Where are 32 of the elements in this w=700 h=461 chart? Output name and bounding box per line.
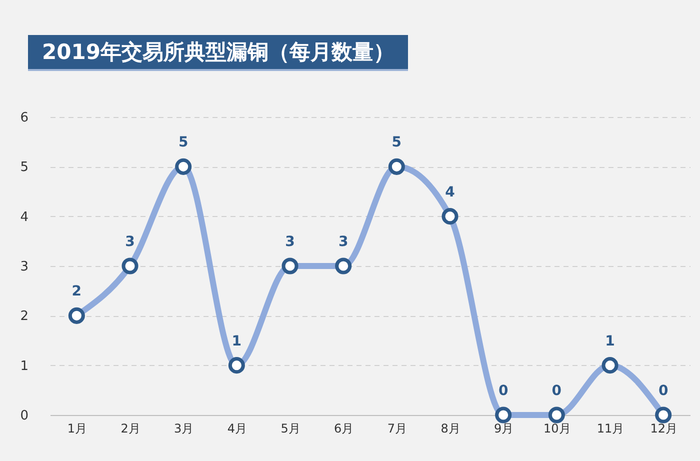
data-label: 0 [658,383,668,399]
x-tick-label: 6月 [334,422,354,436]
y-tick-label: 5 [20,160,28,176]
data-label: 1 [605,333,615,350]
data-label: 3 [125,234,135,250]
x-tick-label: 3月 [174,422,194,436]
y-tick-label: 0 [20,408,28,424]
x-tick-label: 10月 [544,422,571,436]
y-tick-label: 6 [20,110,28,126]
data-label: 0 [552,383,562,399]
y-tick-label: 1 [20,358,28,374]
data-label: 0 [498,383,508,399]
data-label: 4 [445,184,456,200]
x-tick-label: 1月 [67,422,87,436]
x-tick-label: 12月 [650,422,678,436]
x-tick-label: 7月 [387,422,407,436]
data-label: 3 [338,234,348,250]
data-label: 1 [232,333,242,350]
x-tick-label: 9月 [494,422,514,436]
x-tick-label: 5月 [280,422,300,436]
data-label: 3 [285,234,295,250]
y-tick-label: 2 [20,309,28,324]
data-label: 5 [178,134,188,151]
x-tick-label: 2月 [120,422,140,436]
x-tick-label: 8月 [440,422,460,436]
y-tick-label: 4 [20,210,28,225]
chart-title: 2019年交易所典型漏铜（每月数量） [28,35,408,71]
y-tick-label: 3 [20,260,28,274]
data-label: 5 [392,134,402,151]
x-tick-label: 11月 [596,422,624,436]
data-label: 2 [72,284,82,300]
x-tick-label: 4月 [227,422,247,436]
